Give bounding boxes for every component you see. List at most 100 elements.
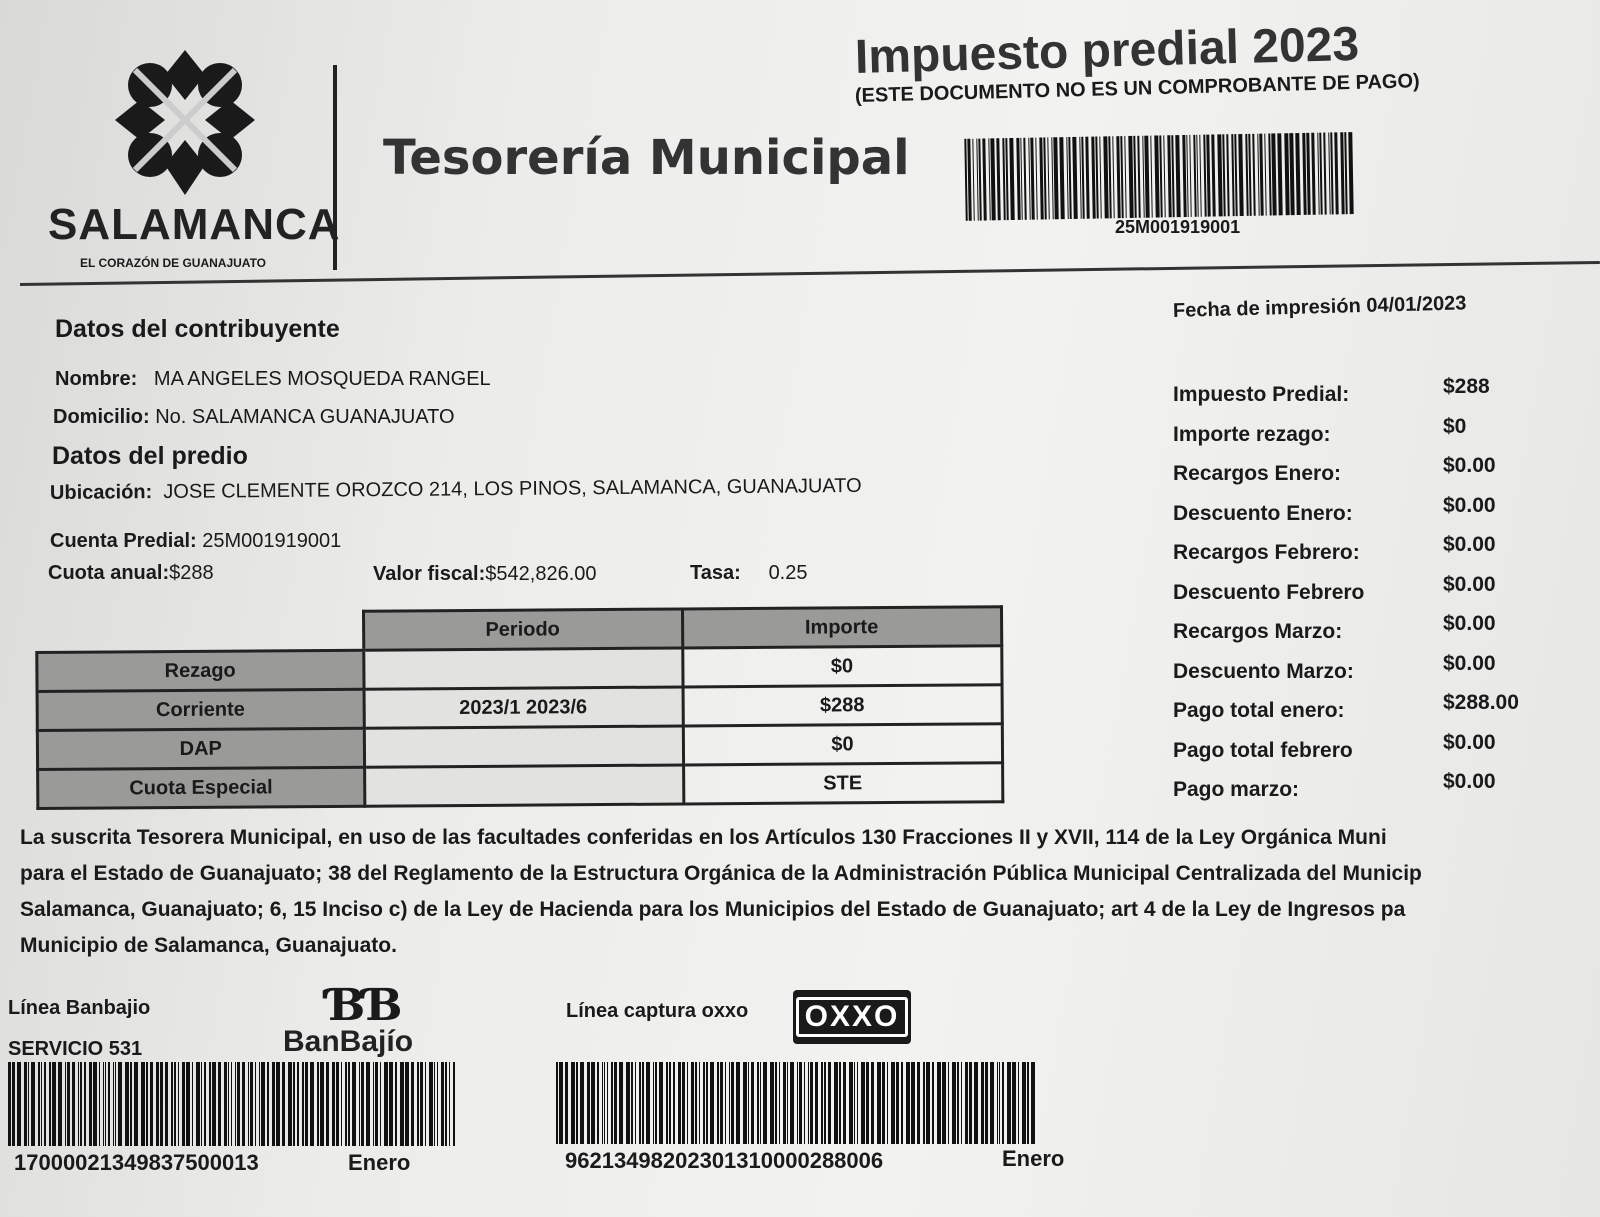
- barcode-bar: [877, 1062, 881, 1144]
- row-concepto: Corriente: [37, 689, 364, 731]
- print-date-label: Fecha de impresión: [1172, 295, 1362, 322]
- barcode-bar: [1002, 1062, 1004, 1144]
- barcode-bar: [1137, 135, 1141, 218]
- barcode-bar: [209, 1062, 211, 1146]
- cuenta-value: 25M001919001: [202, 530, 342, 552]
- cuota-label: Cuota anual:: [48, 562, 170, 584]
- valor-value: $542,826.00: [485, 563, 597, 585]
- barcode-bar: [103, 1062, 104, 1146]
- tasa-label: Tasa:: [690, 562, 741, 584]
- barcode-bar: [614, 1062, 617, 1144]
- barcode-bar: [118, 1062, 122, 1146]
- nombre-label: Nombre:: [55, 368, 138, 390]
- barcode-bar: [417, 1062, 419, 1146]
- domicilio-value: No. SALAMANCA GUANAJUATO: [155, 406, 455, 428]
- barcode-bar: [395, 1062, 397, 1146]
- barcode-bar: [366, 1062, 370, 1146]
- barcode-bar: [28, 1062, 29, 1146]
- table-header-row: Periodo Importe: [36, 606, 1002, 653]
- summary-label: Recargos Enero:: [1173, 462, 1342, 485]
- barcode-bar: [224, 1062, 227, 1146]
- banbajio-service: SERVICIO 531: [8, 1038, 143, 1060]
- barcode-bar: [361, 1062, 364, 1146]
- valor-row: Valor fiscal:$542,826.00: [373, 563, 597, 586]
- barcode-bar: [434, 1062, 435, 1146]
- barcode-bar: [695, 1062, 697, 1144]
- barcode-bar: [990, 1062, 994, 1144]
- barcode-bar: [1020, 137, 1023, 220]
- barcode-bar: [611, 1062, 613, 1144]
- barcode-bar: [1171, 135, 1175, 218]
- barcode-bar: [293, 1062, 295, 1146]
- logo-name: SALAMANCA: [48, 200, 341, 249]
- summary-label: Descuento Enero:: [1173, 501, 1353, 525]
- barcode-bar: [134, 1062, 138, 1146]
- barcode-bar: [1150, 135, 1153, 218]
- barcode-bar: [1108, 136, 1112, 219]
- logo-tagline: EL CORAZÓN DE GUANAJUATO: [80, 256, 267, 270]
- barcode-bar: [130, 1062, 132, 1146]
- legal-line: La suscrita Tesorera Municipal, en uso d…: [20, 826, 1387, 849]
- barcode-bar: [305, 1062, 308, 1146]
- barcode-bar: [682, 1062, 685, 1144]
- barcode-bar: [125, 1062, 129, 1146]
- barcode-bar: [445, 1062, 447, 1146]
- banbajio-barcode: [8, 1062, 498, 1146]
- barcode-bar: [635, 1062, 636, 1144]
- barcode-bar: [810, 1062, 813, 1144]
- barcode-bar: [228, 1062, 229, 1146]
- barcode-bar: [1163, 135, 1166, 218]
- barcode-bar: [320, 1062, 324, 1146]
- barcode-bar: [556, 1062, 558, 1144]
- barcode-bar: [957, 1062, 959, 1144]
- tasa-row: Tasa: 0.25: [690, 562, 808, 585]
- barcode-bar: [449, 1062, 450, 1146]
- barcode-bar: [1120, 136, 1124, 219]
- summary-label: Recargos Febrero:: [1173, 541, 1360, 564]
- barcode-bar: [972, 138, 975, 221]
- summary-value: $0.00: [1443, 730, 1496, 754]
- barcode-bar: [108, 1062, 110, 1146]
- barcode-bar: [12, 1062, 15, 1146]
- barcode-bar: [1081, 136, 1085, 219]
- barcode-bar: [969, 1062, 972, 1144]
- legal-line: Salamanca, Guanajuato; 6, 15 Inciso c) d…: [20, 898, 1406, 921]
- barcode-bar: [743, 1062, 747, 1144]
- barcode-bar: [882, 1062, 885, 1144]
- barcode-bar: [1072, 136, 1078, 219]
- barcode-bar: [267, 1062, 269, 1146]
- table-header-periodo: Periodo: [363, 608, 683, 651]
- barcode-bar: [967, 138, 972, 221]
- barcode-bar: [821, 1062, 823, 1144]
- row-importe: STE: [683, 762, 1003, 804]
- barcode-bar: [1007, 1062, 1011, 1144]
- row-concepto: DAP: [37, 728, 365, 770]
- barcode-bar: [359, 1062, 360, 1146]
- barcode-bar: [607, 1062, 608, 1144]
- barcode-bar: [591, 1062, 595, 1144]
- barcode-bar: [52, 1062, 56, 1146]
- barcode-bar: [653, 1062, 654, 1144]
- banbajio-logo-icon: ƁƁ: [328, 980, 403, 1031]
- barcode-bar: [748, 1062, 749, 1144]
- barcode-bar: [974, 1062, 978, 1144]
- barcode-bar: [80, 1062, 82, 1146]
- barcode-bar: [255, 1062, 256, 1146]
- barcode-bar: [571, 1062, 575, 1144]
- contribuyente-heading: Datos del contribuyente: [55, 315, 340, 343]
- barcode-bar: [99, 1062, 100, 1146]
- barcode-bar: [1012, 1062, 1016, 1144]
- barcode-bar: [231, 1062, 232, 1146]
- barcode-bar: [212, 1062, 216, 1146]
- barcode-bar: [317, 1062, 319, 1146]
- barcode-bar: [44, 1062, 46, 1146]
- table-row: Rezago $0: [36, 645, 1002, 692]
- barcode-bar: [78, 1062, 79, 1146]
- barcode-bar: [669, 1062, 671, 1144]
- summary-value: $0.00: [1443, 493, 1496, 517]
- oxxo-number: 96213498202301310000288006: [565, 1148, 884, 1173]
- print-date: Fecha de impresión 04/01/2023: [1173, 292, 1467, 323]
- barcode-bar: [171, 1062, 173, 1146]
- barcode-bar: [952, 1062, 956, 1144]
- barcode-bar: [141, 1062, 145, 1146]
